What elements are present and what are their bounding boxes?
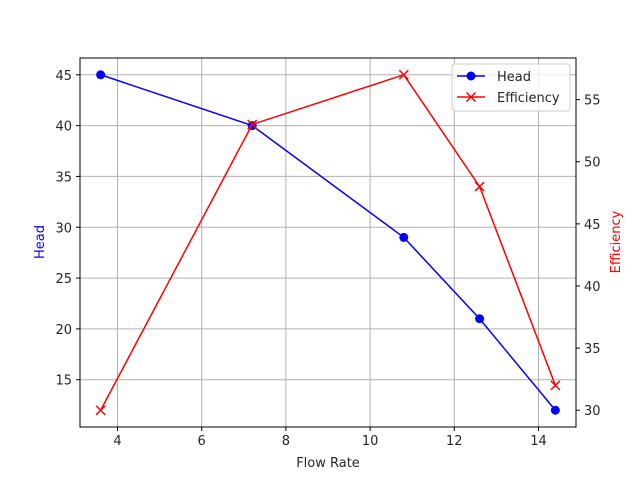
data-point-x: [550, 380, 561, 391]
left-axis-label: Head: [33, 225, 48, 259]
series-head: [96, 70, 560, 415]
right-tick-label: 40: [584, 280, 601, 295]
data-point-circle: [550, 405, 560, 415]
legend-entry-efficiency: Efficiency: [457, 91, 560, 106]
series-efficiency: [95, 69, 561, 416]
data-point-x: [398, 69, 409, 80]
left-tick-label: 15: [55, 374, 72, 389]
data-point-x: [95, 405, 106, 416]
x-tick-label: 6: [198, 434, 206, 449]
data-point-x: [247, 119, 258, 130]
legend: Head Efficiency: [451, 63, 571, 112]
x-axis-label: Flow Rate: [296, 456, 360, 471]
series-layer: [95, 69, 561, 416]
legend-entry-head: Head: [457, 70, 531, 85]
left-tick-label: 35: [55, 170, 72, 185]
right-axis-ticks: 30 35 40 45 50 55: [576, 94, 601, 419]
plot-frame: [79, 57, 577, 428]
right-axis-label: Efficiency: [609, 210, 624, 273]
data-point-x: [474, 181, 485, 192]
data-point-circle: [96, 70, 106, 80]
data-point-circle: [466, 71, 476, 81]
x-tick-label: 4: [113, 434, 121, 449]
x-tick-label: 14: [530, 434, 547, 449]
left-tick-label: 40: [55, 120, 72, 135]
right-tick-label: 35: [584, 342, 601, 357]
right-tick-label: 55: [584, 94, 601, 109]
x-axis-ticks: 4 6 8 10 12 14: [113, 427, 547, 449]
right-tick-label: 50: [584, 156, 601, 171]
data-point-circle: [475, 314, 485, 324]
right-tick-label: 30: [584, 404, 601, 419]
left-tick-label: 30: [55, 221, 72, 236]
left-tick-label: 25: [55, 272, 72, 287]
x-tick-label: 8: [282, 434, 290, 449]
left-axis-ticks: 15 20 25 30 35 40 45: [55, 69, 80, 389]
x-tick-label: 12: [446, 434, 463, 449]
legend-label: Efficiency: [497, 91, 560, 106]
legend-label: Head: [497, 70, 531, 85]
data-point-x: [465, 91, 477, 103]
left-tick-label: 20: [55, 323, 72, 338]
data-point-circle: [399, 232, 409, 242]
right-tick-label: 45: [584, 218, 601, 233]
x-tick-label: 10: [362, 434, 379, 449]
left-tick-label: 45: [55, 69, 72, 84]
